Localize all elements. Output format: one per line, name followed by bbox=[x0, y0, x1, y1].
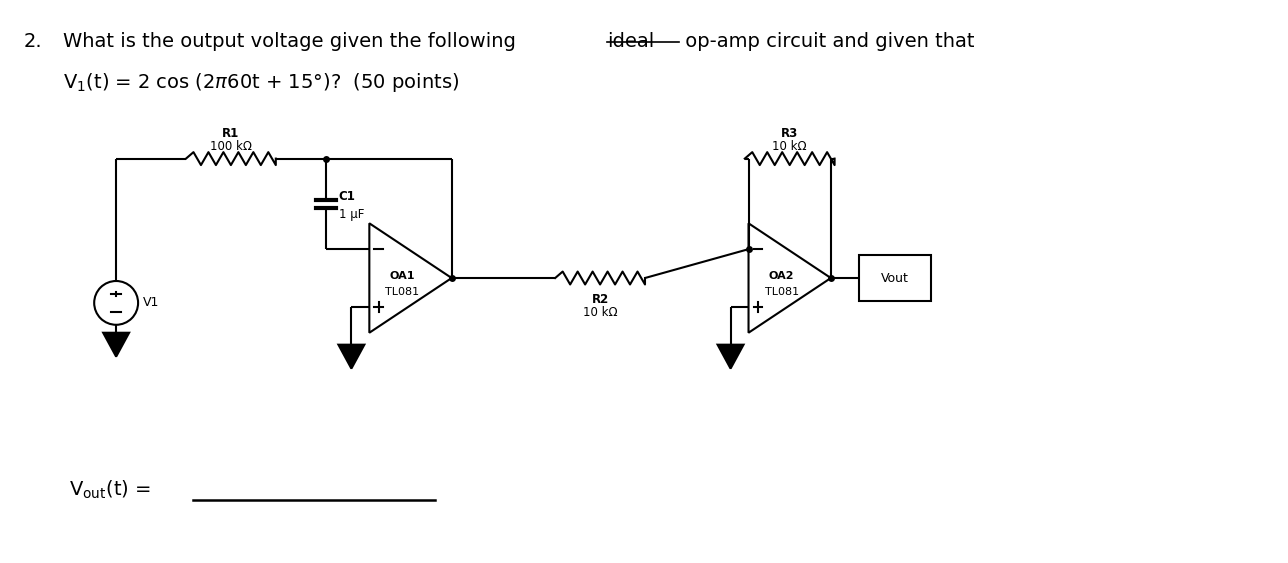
Text: TL081: TL081 bbox=[765, 287, 799, 297]
Polygon shape bbox=[103, 333, 129, 356]
Text: 2.: 2. bbox=[23, 32, 43, 51]
Text: 10 kΩ: 10 kΩ bbox=[582, 306, 617, 319]
Text: 1 μF: 1 μF bbox=[339, 208, 365, 221]
Polygon shape bbox=[717, 345, 743, 369]
Text: ideal: ideal bbox=[607, 32, 654, 51]
Polygon shape bbox=[339, 345, 365, 369]
Text: op-amp circuit and given that: op-amp circuit and given that bbox=[679, 32, 975, 51]
Text: OA2: OA2 bbox=[769, 271, 795, 281]
Text: C1: C1 bbox=[339, 190, 355, 203]
Text: OA1: OA1 bbox=[390, 271, 415, 281]
Bar bbox=[859, 255, 931, 301]
Text: TL081: TL081 bbox=[385, 287, 420, 297]
Text: 100 kΩ: 100 kΩ bbox=[210, 140, 252, 153]
Text: V$_{\mathregular{out}}$(t) =: V$_{\mathregular{out}}$(t) = bbox=[70, 479, 153, 501]
Text: What is the output voltage given the following: What is the output voltage given the fol… bbox=[63, 32, 523, 51]
Text: R2: R2 bbox=[591, 293, 609, 306]
Text: R3: R3 bbox=[781, 127, 799, 140]
Text: 10 kΩ: 10 kΩ bbox=[773, 140, 808, 153]
Text: V1: V1 bbox=[143, 296, 160, 310]
Text: R1: R1 bbox=[223, 127, 240, 140]
Text: V$_1$(t) = 2 cos (2$\pi$60t + 15°)?  (50 points): V$_1$(t) = 2 cos (2$\pi$60t + 15°)? (50 … bbox=[63, 71, 460, 94]
Text: Vout: Vout bbox=[881, 271, 908, 284]
